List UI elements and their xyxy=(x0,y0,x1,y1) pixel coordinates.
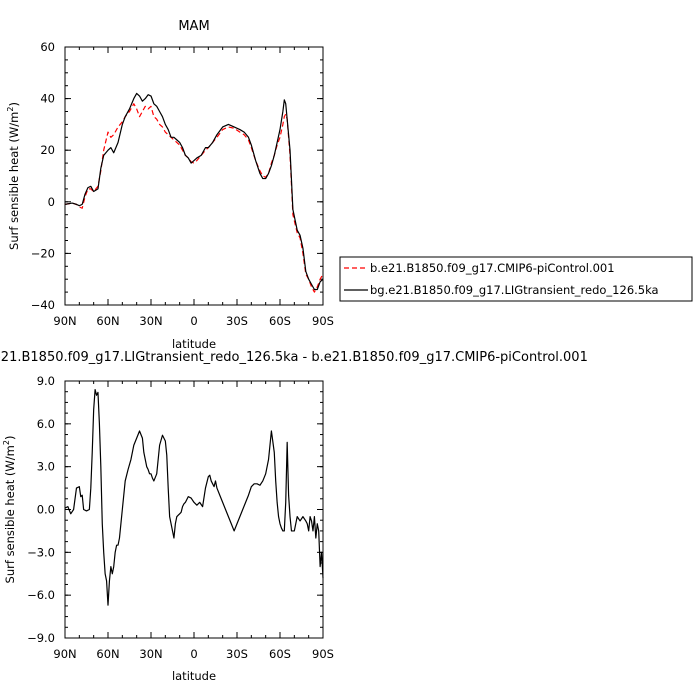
x-tick-label: 60S xyxy=(269,314,291,328)
top-panel: −40 −20 0 20 40 60 90N 60N 30N 0 30S 60S 90S MAM latit… xyxy=(6,19,693,351)
y-tick-label: 0.0 xyxy=(37,503,55,517)
y-tick-label: 0 xyxy=(48,195,55,209)
series-line-0 xyxy=(64,388,324,606)
x-tick-label: 60N xyxy=(96,314,119,328)
legend-label: bg.e21.B1850.f09_g17.LIGtransient_redo_1… xyxy=(370,283,659,297)
bottom-panel: −9.0 −6.0 −3.0 0.0 3.0 6.0 9.0 90N 60N 30N 0 30S 60S… xyxy=(0,350,588,683)
legend: b.e21.B1850.f09_g17.CMIP6-piControl.001b… xyxy=(339,256,693,302)
y-tick-label: −40 xyxy=(31,298,55,312)
y-tick-label: 20 xyxy=(40,143,55,157)
legend-box xyxy=(339,256,693,302)
y-tick-label: −20 xyxy=(31,246,55,260)
x-axis-label: latitude xyxy=(172,337,216,351)
series-line-0 xyxy=(64,103,324,293)
chart-title: bg.e21.B1850.f09_g17.LIGtransient_redo_1… xyxy=(0,350,588,365)
y-tick-label: 3.0 xyxy=(37,460,55,474)
x-tick-label: 90S xyxy=(312,314,334,328)
y-tick-label: −6.0 xyxy=(27,588,55,602)
x-tick-label: 30N xyxy=(139,647,162,661)
y-tick-label: 40 xyxy=(40,92,55,106)
y-tick-label: −9.0 xyxy=(27,631,55,645)
x-tick-label: 0 xyxy=(190,647,197,661)
y-axis-label: Surf sensible heat (W/m2) xyxy=(6,102,21,250)
y-tick-label: 6.0 xyxy=(37,417,55,431)
x-tick-label: 60N xyxy=(96,647,119,661)
series-line-1 xyxy=(64,92,324,291)
y-tick-label: −3.0 xyxy=(27,545,55,559)
plot-frame xyxy=(64,46,324,306)
x-tick-label: 30S xyxy=(226,314,248,328)
y-tick-label: 9.0 xyxy=(37,374,55,388)
x-tick-label: 30N xyxy=(139,314,162,328)
chart-title: MAM xyxy=(178,19,209,34)
y-axis-label: Surf sensible heat (W/m2) xyxy=(2,436,17,584)
legend-label: b.e21.B1850.f09_g17.CMIP6-piControl.001 xyxy=(370,261,615,275)
x-axis-label: latitude xyxy=(172,669,216,683)
x-tick-label: 60S xyxy=(269,647,291,661)
x-tick-label: 90N xyxy=(53,314,76,328)
x-tick-label: 30S xyxy=(226,647,248,661)
x-tick-label: 90N xyxy=(53,647,76,661)
plot-frame xyxy=(64,380,324,639)
x-tick-label: 0 xyxy=(190,314,197,328)
x-tick-label: 90S xyxy=(312,647,334,661)
y-tick-label: 60 xyxy=(40,40,55,54)
